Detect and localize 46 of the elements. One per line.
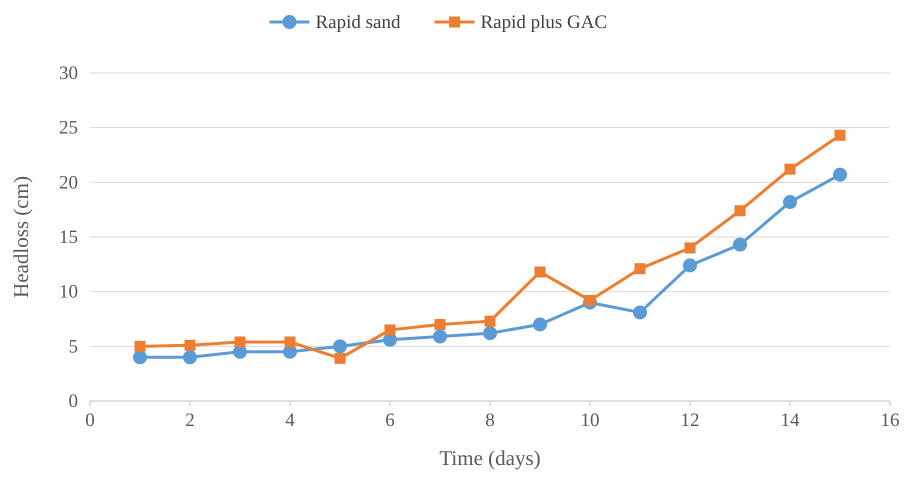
point (384, 324, 396, 336)
point (533, 317, 547, 332)
point (183, 350, 197, 364)
point (833, 168, 847, 182)
x-tick-label: 8 (485, 410, 495, 431)
point (783, 195, 797, 210)
x-tick-label: 4 (285, 410, 296, 431)
y-axis-title: Headloss (cm) (9, 176, 33, 298)
point (633, 305, 647, 320)
x-tick-label: 0 (85, 410, 95, 431)
point (584, 294, 596, 306)
point (333, 339, 347, 354)
point (784, 164, 796, 175)
point (234, 336, 246, 348)
x-tick-label: 6 (385, 410, 395, 431)
point (434, 318, 446, 330)
point (134, 340, 146, 352)
point (534, 266, 546, 278)
legend-label: Rapid sand (316, 12, 401, 33)
point (684, 242, 696, 254)
x-axis-title: Time (days) (439, 446, 541, 470)
y-tick-label: 25 (59, 118, 78, 139)
point (133, 350, 147, 364)
y-tick-label: 0 (68, 391, 78, 412)
x-tick-label: 12 (680, 410, 700, 431)
x-tick-label: 10 (580, 410, 600, 431)
point (734, 205, 746, 216)
point (284, 336, 296, 348)
legend-label: Rapid plus GAC (480, 12, 608, 33)
point (634, 263, 646, 274)
point (733, 238, 747, 252)
point (484, 316, 496, 327)
point (433, 329, 447, 344)
point (334, 352, 346, 364)
y-tick-label: 5 (68, 336, 78, 358)
y-tick-label: 30 (59, 63, 78, 84)
y-tick-label: 10 (59, 282, 78, 303)
point (683, 258, 697, 272)
point (483, 326, 497, 340)
y-tick-label: 15 (59, 227, 78, 248)
y-tick-label: 20 (59, 172, 78, 194)
point (184, 340, 196, 351)
x-tick-label: 16 (880, 410, 900, 431)
point (834, 130, 846, 141)
x-tick-label: 2 (185, 410, 195, 431)
x-tick-label: 14 (780, 410, 800, 431)
